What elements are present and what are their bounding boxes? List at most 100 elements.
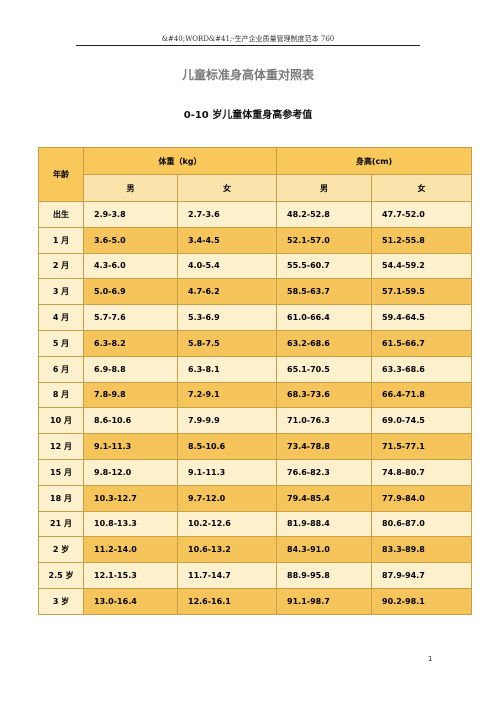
age-cell: 1 月	[38, 226, 84, 254]
weight-female-cell: 3.4-4.5	[176, 226, 278, 254]
table-row: 3 月 5.0-6.9 4.7-6.2 58.5-63.7 57.1-59.5	[38, 278, 473, 306]
weight-male-cell: 7.8-9.8	[83, 381, 178, 409]
weight-female-cell: 4.0-5.4	[176, 252, 278, 280]
weight-female-cell: 6.3-8.1	[176, 355, 278, 383]
table-row: 2.5 岁 12.1-15.3 11.7-14.7 88.9-95.8 87.9-94.…	[38, 562, 473, 589]
height-female-cell: 59.4-64.5	[371, 304, 473, 331]
height-male-cell: 71.0-76.3	[276, 407, 373, 435]
height-female-cell: 83.3-89.8	[371, 536, 473, 564]
height-female-cell: 71.5-77.1	[371, 433, 473, 460]
height-male-header: 男	[276, 174, 373, 202]
page-header: &#40;WORD&#41;-生产企业质量管理制度范本 760	[161, 35, 335, 43]
height-female-cell: 66.4-71.8	[371, 381, 473, 409]
height-female-cell: 80.6-87.0	[371, 510, 473, 538]
age-cell: 5 月	[38, 329, 84, 357]
header-divider	[76, 45, 420, 46]
height-female-cell: 74.8-80.7	[371, 458, 473, 486]
height-male-cell: 65.1-70.5	[276, 355, 373, 383]
age-cell: 8 月	[38, 381, 84, 409]
weight-female-cell: 5.8-7.5	[176, 329, 278, 357]
weight-male-cell: 10.8-13.3	[83, 510, 178, 538]
weight-group-header: 体重（kg）	[82, 147, 278, 175]
weight-male-cell: 11.2-14.0	[83, 536, 178, 564]
weight-female-cell: 4.7-6.2	[176, 278, 278, 306]
age-cell: 6 月	[38, 355, 84, 383]
height-group-header: 身高(cm)	[276, 147, 473, 175]
table-row: 1 月 3.6-5.0 3.4-4.5 52.1-57.0 51.2-55.8	[38, 226, 473, 254]
age-cell: 10 月	[38, 407, 84, 435]
age-cell: 15 月	[38, 458, 84, 486]
height-male-cell: 79.4-85.4	[276, 484, 373, 512]
weight-male-cell: 13.0-16.4	[83, 587, 178, 615]
weight-female-cell: 5.3-6.9	[176, 304, 278, 331]
age-cell: 2 月	[38, 252, 84, 280]
height-male-cell: 91.1-98.7	[276, 587, 373, 615]
height-female-cell: 63.3-68.6	[371, 355, 473, 383]
height-female-cell: 47.7-52.0	[371, 201, 473, 228]
table-row: 3 岁 13.0-16.4 12.6-16.1 91.1-98.7 90.2-98.1	[38, 587, 473, 615]
table-row: 5 月 6.3-8.2 5.8-7.5 63.2-68.6 61.5-66.7	[38, 329, 473, 357]
age-cell: 18 月	[38, 484, 84, 512]
weight-male-cell: 9.8-12.0	[83, 458, 178, 486]
height-female-cell: 90.2-98.1	[371, 587, 473, 615]
weight-female-cell: 10.6-13.2	[176, 536, 278, 564]
height-female-cell: 87.9-94.7	[371, 562, 473, 589]
weight-female-cell: 11.7-14.7	[176, 562, 278, 589]
weight-female-cell: 10.2-12.6	[176, 510, 278, 538]
weight-male-cell: 12.1-15.3	[83, 562, 178, 589]
weight-male-cell: 6.3-8.2	[83, 329, 178, 357]
table-row: 10 月 8.6-10.6 7.9-9.9 71.0-76.3 69.0-74.5	[38, 407, 473, 435]
height-male-cell: 84.3-91.0	[276, 536, 373, 564]
height-female-cell: 77.9-84.0	[371, 484, 473, 512]
table-row: 12 月 9.1-11.3 8.5-10.6 73.4-78.8 71.5-77.1	[38, 433, 473, 460]
height-female-cell: 54.4-59.2	[371, 252, 473, 280]
age-cell: 2 岁	[38, 536, 84, 564]
weight-male-cell: 5.0-6.9	[83, 278, 178, 306]
weight-male-cell: 2.9-3.8	[83, 201, 178, 228]
table-row: 8 月 7.8-9.8 7.2-9.1 68.3-73.6 66.4-71.8	[38, 381, 473, 409]
weight-female-cell: 12.6-16.1	[176, 587, 278, 615]
age-cell: 3 月	[38, 278, 84, 306]
weight-male-cell: 3.6-5.0	[83, 226, 178, 254]
height-female-cell: 69.0-74.5	[371, 407, 473, 435]
table-row: 出生 2.9-3.8 2.7-3.6 48.2-52.8 47.7-52.0	[38, 201, 473, 228]
age-cell: 4 月	[38, 304, 84, 331]
weight-male-cell: 4.3-6.0	[83, 252, 178, 280]
height-male-cell: 61.0-66.4	[276, 304, 373, 331]
table-row: 21 月 10.8-13.3 10.2-12.6 81.9-88.4 80.6-87.0	[38, 510, 473, 538]
table-row: 2 月 4.3-6.0 4.0-5.4 55.5-60.7 54.4-59.2	[38, 252, 473, 280]
weight-male-cell: 5.7-7.6	[83, 304, 178, 331]
weight-male-cell: 6.9-8.8	[83, 355, 178, 383]
weight-female-cell: 8.5-10.6	[176, 433, 278, 460]
weight-female-header: 女	[176, 174, 278, 202]
weight-female-cell: 2.7-3.6	[176, 201, 278, 228]
age-cell: 3 岁	[38, 587, 84, 615]
height-female-cell: 61.5-66.7	[371, 329, 473, 357]
age-cell: 12 月	[38, 433, 84, 460]
weight-male-cell: 9.1-11.3	[83, 433, 178, 460]
weight-male-cell: 10.3-12.7	[83, 484, 178, 512]
height-male-cell: 88.9-95.8	[276, 562, 373, 589]
table-row: 6 月 6.9-8.8 6.3-8.1 65.1-70.5 63.3-68.6	[38, 355, 473, 383]
table-subtitle: 0-10 岁儿童体重身高参考值	[183, 110, 313, 121]
height-male-cell: 52.1-57.0	[276, 226, 373, 254]
age-cell: 出生	[38, 201, 84, 228]
height-male-cell: 48.2-52.8	[276, 201, 373, 228]
weight-female-cell: 9.1-11.3	[176, 458, 278, 486]
height-male-cell: 58.5-63.7	[276, 278, 373, 306]
height-male-cell: 55.5-60.7	[276, 252, 373, 280]
table-row: 4 月 5.7-7.6 5.3-6.9 61.0-66.4 59.4-64.5	[38, 304, 473, 331]
weight-female-cell: 7.2-9.1	[176, 381, 278, 409]
height-weight-table: 年龄 体重（kg） 身高(cm) 男 女 男 女 出生 2.9-3.8 2.7-3.…	[38, 147, 473, 615]
table-row: 2 岁 11.2-14.0 10.6-13.2 84.3-91.0 83.3-89.8	[38, 536, 473, 564]
table-body: 出生 2.9-3.8 2.7-3.6 48.2-52.8 47.7-52.0 1 月 3.6…	[38, 201, 473, 615]
age-cell: 2.5 岁	[38, 562, 84, 589]
page-number: 1	[428, 655, 433, 663]
weight-male-cell: 8.6-10.6	[83, 407, 178, 435]
weight-female-cell: 9.7-12.0	[176, 484, 278, 512]
height-male-cell: 68.3-73.6	[276, 381, 373, 409]
age-column-header: 年龄	[38, 147, 84, 202]
age-cell: 21 月	[38, 510, 84, 538]
height-male-cell: 63.2-68.6	[276, 329, 373, 357]
table-row: 18 月 10.3-12.7 9.7-12.0 79.4-85.4 77.9-84.0	[38, 484, 473, 512]
